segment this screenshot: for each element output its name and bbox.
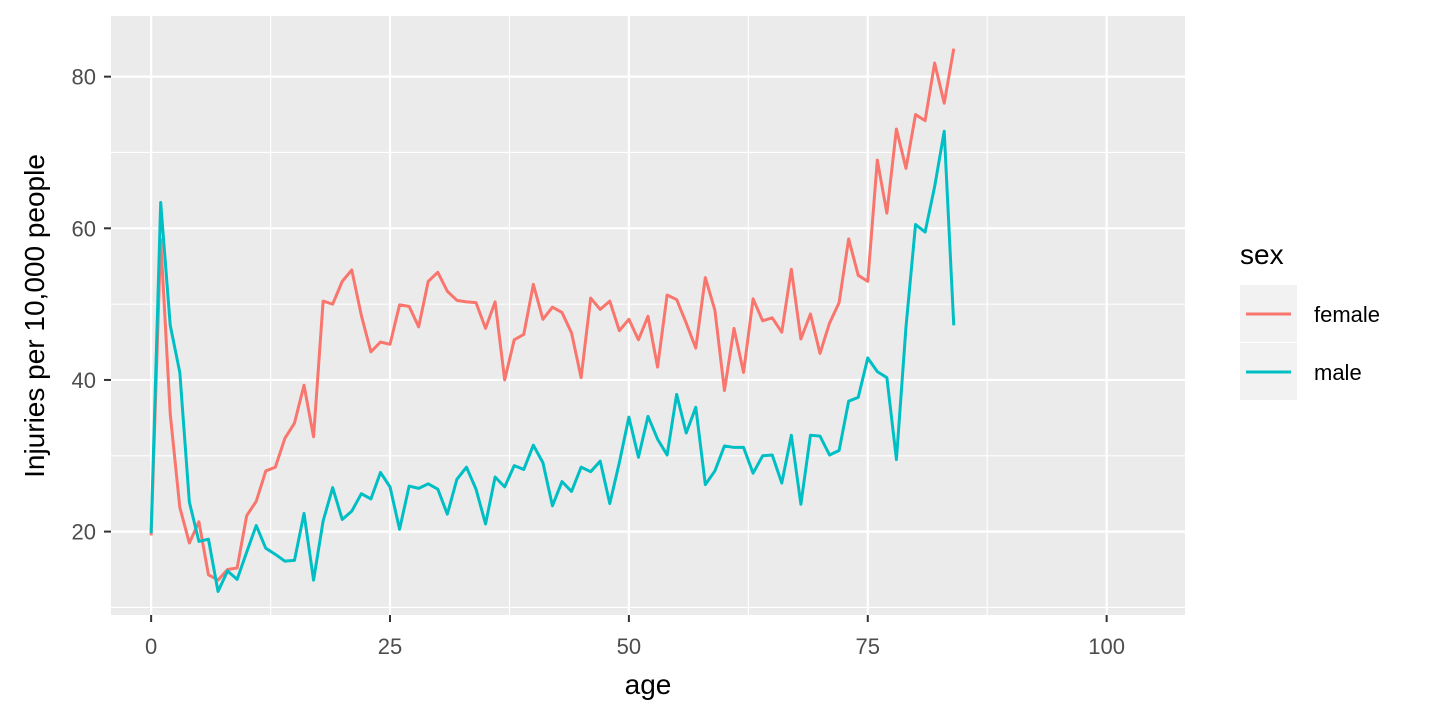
x-tick-label: 25 (378, 634, 402, 659)
x-tick-label: 100 (1088, 634, 1125, 659)
y-tick-labels: 20 40 60 80 (72, 65, 96, 545)
y-tick-label: 40 (72, 368, 96, 393)
minor-gridlines (111, 16, 1185, 615)
x-tick-label: 50 (617, 634, 641, 659)
x-tick-label: 75 (856, 634, 880, 659)
axis-ticks (104, 75, 1108, 622)
series-lines (149, 48, 956, 593)
series-line-female (149, 48, 956, 582)
y-tick-label: 80 (72, 65, 96, 90)
legend-label-male: male (1314, 360, 1362, 385)
legend-title: sex (1240, 239, 1284, 270)
major-gridlines (111, 16, 1185, 615)
y-axis-title: Injuries per 10,000 people (19, 154, 50, 478)
x-tick-labels: 0 25 50 75 100 (145, 634, 1125, 659)
series-line-male (149, 129, 956, 593)
y-tick-label: 20 (72, 520, 96, 545)
legend-label-female: female (1314, 302, 1380, 327)
x-tick-label: 0 (145, 634, 157, 659)
legend: sex female male (1240, 239, 1380, 400)
x-axis-title: age (625, 669, 672, 700)
y-tick-label: 60 (72, 216, 96, 241)
